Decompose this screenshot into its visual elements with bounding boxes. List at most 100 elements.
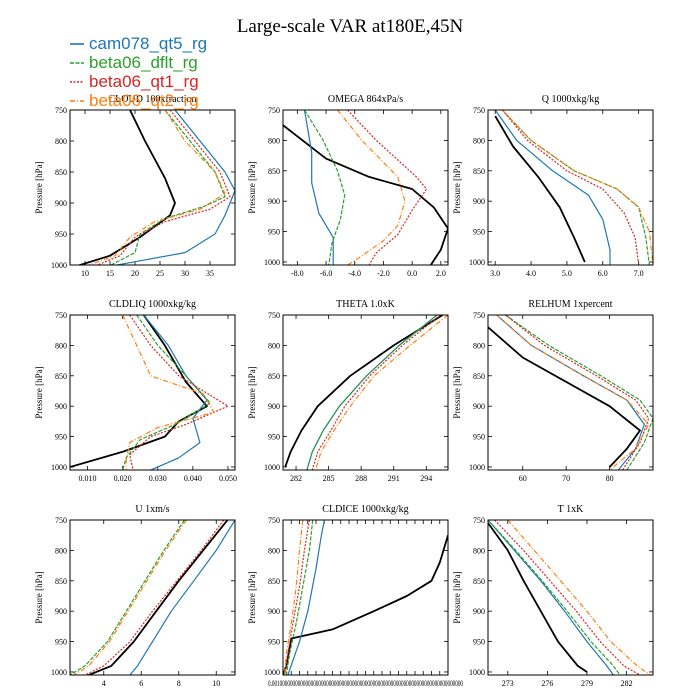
- x-tick-label: 10: [81, 269, 89, 278]
- series-line-1: [494, 110, 611, 265]
- figure-title: Large-scale VAR at180E,45N: [237, 16, 464, 37]
- series-group: [70, 520, 235, 675]
- legend-label: beta06_qt1_rg: [89, 72, 199, 91]
- y-tick-label: 950: [473, 433, 485, 442]
- y-tick-label: 900: [473, 197, 485, 206]
- series-line-2: [505, 315, 653, 470]
- y-tick-label: 1000: [264, 668, 280, 677]
- x-tick-label: 70: [562, 474, 570, 483]
- y-tick-label: 800: [55, 137, 67, 146]
- x-tick-label: 6.0: [598, 269, 608, 278]
- series-group: [488, 520, 651, 675]
- x-tick-label: 15: [106, 269, 114, 278]
- y-tick-label: 850: [268, 372, 280, 381]
- series-line-0: [488, 326, 641, 468]
- legend-label: beta06_dflt_rg: [89, 53, 198, 72]
- series-line-4: [337, 110, 406, 265]
- y-tick-label: 900: [55, 199, 67, 208]
- series-line-1: [287, 520, 325, 675]
- panel-8: CLDICE 1000xkg/kg Pressure [hPa] 750 800 850…: [247, 504, 463, 688]
- panel-9: T 1xK Pressure [hPa] 750 800 850 900 950 1000 27…: [452, 504, 654, 688]
- x-tick-label: -6.0: [320, 269, 333, 278]
- x-tick-label: 80: [606, 474, 614, 483]
- x-tick-label: 0.010: [79, 474, 97, 483]
- x-tick-label: 0.030: [149, 474, 167, 483]
- x-tick-label: 294: [420, 474, 432, 483]
- x-tick-label: 6: [139, 679, 143, 688]
- series-group: [283, 110, 448, 265]
- y-tick-label: 850: [55, 577, 67, 586]
- series-line-3: [95, 110, 231, 265]
- y-tick-label: 950: [268, 228, 280, 237]
- y-axis-label: Pressure [hPa]: [247, 366, 257, 418]
- series-line-3: [494, 520, 641, 675]
- panel-title: CLOUD 100xfraction: [108, 94, 196, 105]
- panel-6: RELHUM 1xpercent Pressure [hPa] 750 800 850 9…: [452, 299, 654, 483]
- series-group: [283, 520, 448, 675]
- panel-title: Q 1000xkg/kg: [542, 94, 600, 105]
- series-group: [284, 315, 448, 470]
- x-tick-label: 288: [355, 474, 367, 483]
- y-tick-label: 900: [473, 607, 485, 616]
- x-tick-label: 35: [206, 269, 214, 278]
- panel-title: T 1xK: [558, 504, 584, 515]
- y-tick-label: 950: [55, 433, 67, 442]
- x-tick-label: 3.0: [490, 269, 500, 278]
- series-line-3: [347, 110, 428, 265]
- series-line-4: [86, 110, 226, 265]
- panel-title: U 1xm/s: [135, 504, 169, 515]
- series-line-4: [73, 520, 187, 675]
- y-tick-label: 750: [473, 106, 485, 115]
- legend: cam078_qt5_rgbeta06_dflt_rgbeta06_qt1_rg…: [70, 34, 207, 110]
- x-tick-label: 291: [388, 474, 400, 483]
- y-tick-label: 750: [473, 516, 485, 525]
- x-tick-label: -4.0: [348, 269, 361, 278]
- y-axis-label: Pressure [hPa]: [247, 161, 257, 213]
- y-tick-label: 1000: [469, 463, 485, 472]
- x-tick-label: 282: [621, 679, 633, 688]
- panel-frame: [282, 314, 449, 471]
- y-tick-label: 950: [473, 638, 485, 647]
- series-line-0: [70, 315, 208, 468]
- x-tick-label: -8.0: [291, 269, 304, 278]
- series-line-1: [496, 315, 645, 470]
- panel-title: CLDLIQ 1000xkg/kg: [109, 299, 196, 310]
- series-line-2: [70, 520, 185, 675]
- y-tick-label: 900: [473, 402, 485, 411]
- series-line-1: [488, 520, 614, 675]
- x-tick-label: 30: [181, 269, 189, 278]
- y-tick-label: 900: [268, 402, 280, 411]
- panel-frame: [282, 519, 449, 676]
- y-tick-label: 800: [473, 546, 485, 555]
- y-tick-label: 850: [473, 167, 485, 176]
- y-tick-label: 800: [268, 136, 280, 145]
- y-tick-label: 850: [473, 577, 485, 586]
- y-axis-label: Pressure [hPa]: [452, 161, 462, 213]
- series-line-3: [284, 520, 310, 675]
- y-tick-label: 750: [473, 311, 485, 320]
- series-line-3: [501, 110, 640, 265]
- x-tick-label: 0.050: [219, 474, 237, 483]
- y-tick-label: 750: [55, 516, 67, 525]
- series-line-4: [507, 520, 651, 675]
- x-tick-label: 0.0: [407, 269, 417, 278]
- x-tick-label: 7.0: [634, 269, 644, 278]
- series-group: [494, 110, 653, 265]
- y-tick-label: 1000: [51, 463, 67, 472]
- y-tick-label: 1000: [264, 463, 280, 472]
- y-tick-label: 750: [268, 311, 280, 320]
- series-group: [70, 315, 229, 470]
- x-tick-label: 285: [323, 474, 335, 483]
- y-tick-label: 1000: [51, 668, 67, 677]
- y-tick-label: 750: [55, 106, 67, 115]
- series-line-1: [306, 315, 438, 470]
- series-line-4: [315, 315, 448, 470]
- x-tick-label: 20: [131, 269, 139, 278]
- panel-5: THETA 1.0xK Pressure [hPa] 750 800 850 900 950…: [247, 299, 449, 483]
- y-tick-label: 1000: [469, 668, 485, 677]
- series-line-1: [113, 110, 235, 265]
- series-line-0: [283, 124, 448, 265]
- y-axis-label: Pressure [hPa]: [247, 571, 257, 623]
- y-axis-label: Pressure [hPa]: [34, 571, 44, 623]
